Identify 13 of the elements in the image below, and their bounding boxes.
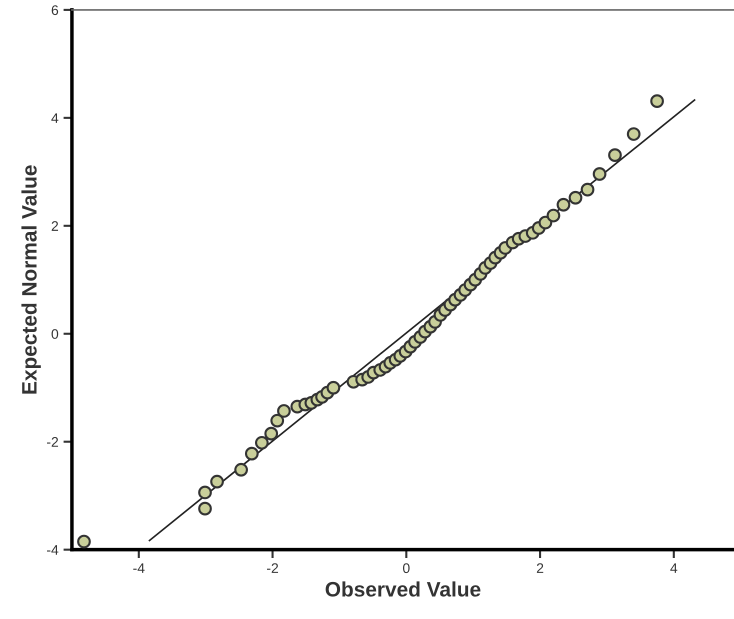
x-tick-label: 2 [536, 563, 544, 573]
x-tick-label: -2 [267, 563, 278, 573]
y-tick-label: -4 [47, 545, 58, 555]
x-tick-label: 0 [402, 563, 410, 574]
y-tick-label: 2 [52, 221, 58, 231]
y-tick-label: 0 [52, 329, 58, 339]
y-axis-title: Expected Normal Value [21, 165, 41, 394]
y-tick-label: -2 [47, 437, 58, 447]
y-tick-label: 4 [51, 113, 58, 123]
x-axis-title: Observed Value [326, 581, 480, 597]
x-tick-label: 4 [670, 563, 678, 573]
y-tick-label: 6 [52, 5, 58, 16]
x-tick-label: -4 [133, 563, 145, 573]
